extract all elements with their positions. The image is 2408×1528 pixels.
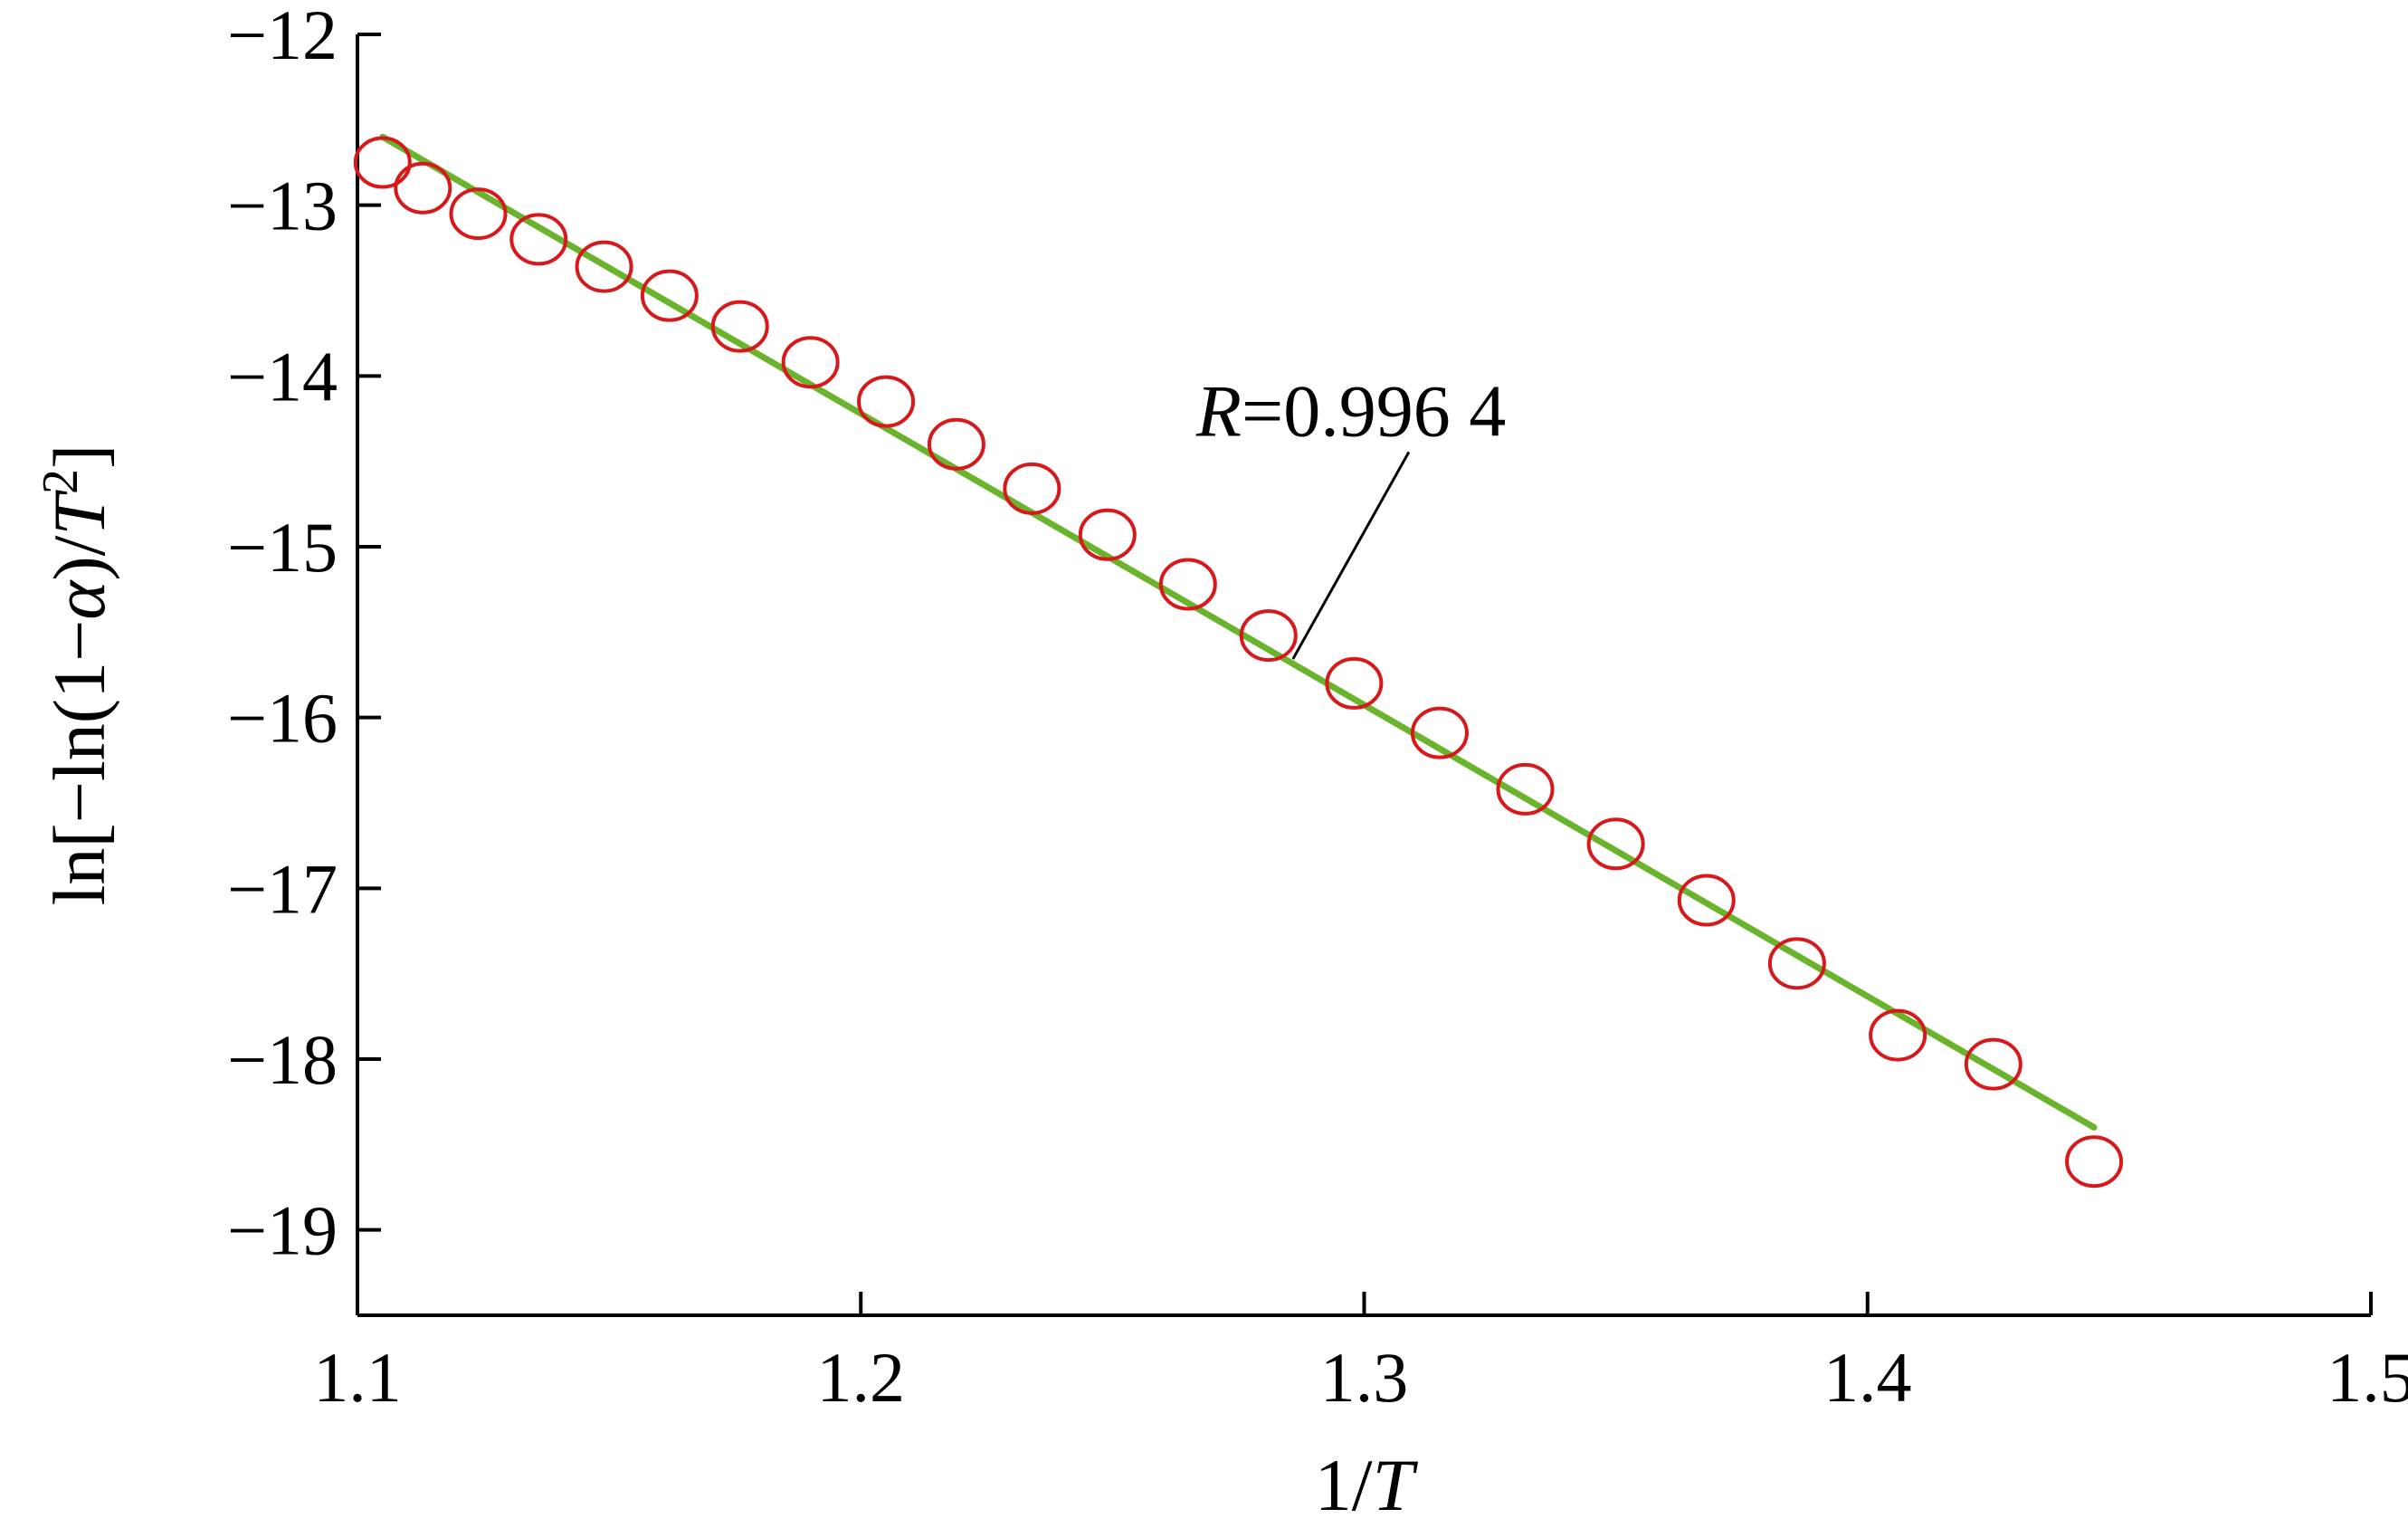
data-point xyxy=(1869,1008,1927,1062)
x-tick-label: 1.4 xyxy=(1823,1338,1912,1417)
y-ticks: −12 −13 −14 −15 −16 −17 −18 −19 xyxy=(227,0,381,1270)
data-point xyxy=(1158,558,1217,611)
y-axis-title-main: ln[−ln(1− xyxy=(38,620,120,906)
x-tick-label: 1.5 xyxy=(2327,1338,2408,1417)
data-point xyxy=(1964,1037,2023,1091)
x-axis-title-prefix: 1/ xyxy=(1315,1444,1373,1526)
data-point xyxy=(394,161,452,215)
data-point xyxy=(575,240,633,293)
x-axis-title: 1/T xyxy=(1315,1444,1419,1526)
data-point xyxy=(640,269,699,322)
data-point xyxy=(1078,508,1137,561)
x-tick-label: 1.1 xyxy=(313,1338,402,1417)
r-value-annotation: R=0.996 4 xyxy=(1195,369,1506,452)
x-axis-title-var: T xyxy=(1373,1444,1419,1526)
axes xyxy=(356,34,2371,1317)
annotation-leader-line xyxy=(1291,451,1411,660)
y-axis-title-end: ] xyxy=(38,444,120,469)
y-tick-label: −13 xyxy=(227,167,338,245)
data-point xyxy=(353,136,412,189)
y-tick-label: −16 xyxy=(227,679,338,758)
fit-line xyxy=(379,133,2098,1131)
data-point xyxy=(1496,762,1555,816)
x-tick-label: 1.2 xyxy=(817,1338,906,1417)
data-point xyxy=(1586,817,1645,871)
y-tick-label: −19 xyxy=(227,1191,338,1270)
y-axis-title-mid: )/ xyxy=(38,535,120,580)
y-tick-label: −17 xyxy=(227,849,338,928)
data-point xyxy=(1410,706,1469,759)
data-point xyxy=(1239,609,1298,663)
data-point xyxy=(1677,874,1736,927)
data-point xyxy=(1767,937,1826,990)
y-tick-label: −14 xyxy=(227,337,338,415)
annotation-layer: R=0.996 4 xyxy=(1195,369,1506,660)
r-variable: R xyxy=(1195,369,1242,452)
y-axis-title-alpha: α xyxy=(38,579,120,620)
data-point xyxy=(1325,656,1384,710)
y-axis-title-sup: 2 xyxy=(33,469,89,494)
y-tick-label: −18 xyxy=(227,1020,338,1099)
data-point xyxy=(2065,1135,2124,1189)
y-tick-label: −15 xyxy=(227,508,338,587)
r-value: =0.996 4 xyxy=(1242,369,1506,452)
data-point xyxy=(781,336,840,389)
x-ticks: 1.1 1.2 1.3 1.4 1.5 xyxy=(313,1292,2408,1417)
data-point xyxy=(927,417,985,471)
y-axis-title: ln[−ln(1−α)/T2] xyxy=(33,444,120,906)
fit-line-layer xyxy=(379,133,2098,1131)
data-point xyxy=(710,300,769,353)
data-point xyxy=(857,375,916,428)
y-axis-title-var: T xyxy=(38,490,120,536)
data-point xyxy=(509,213,568,266)
data-point xyxy=(1003,462,1061,515)
y-tick-label: −12 xyxy=(227,0,338,74)
x-tick-label: 1.3 xyxy=(1320,1338,1409,1417)
data-points-layer xyxy=(353,136,2124,1189)
data-point xyxy=(449,187,508,241)
